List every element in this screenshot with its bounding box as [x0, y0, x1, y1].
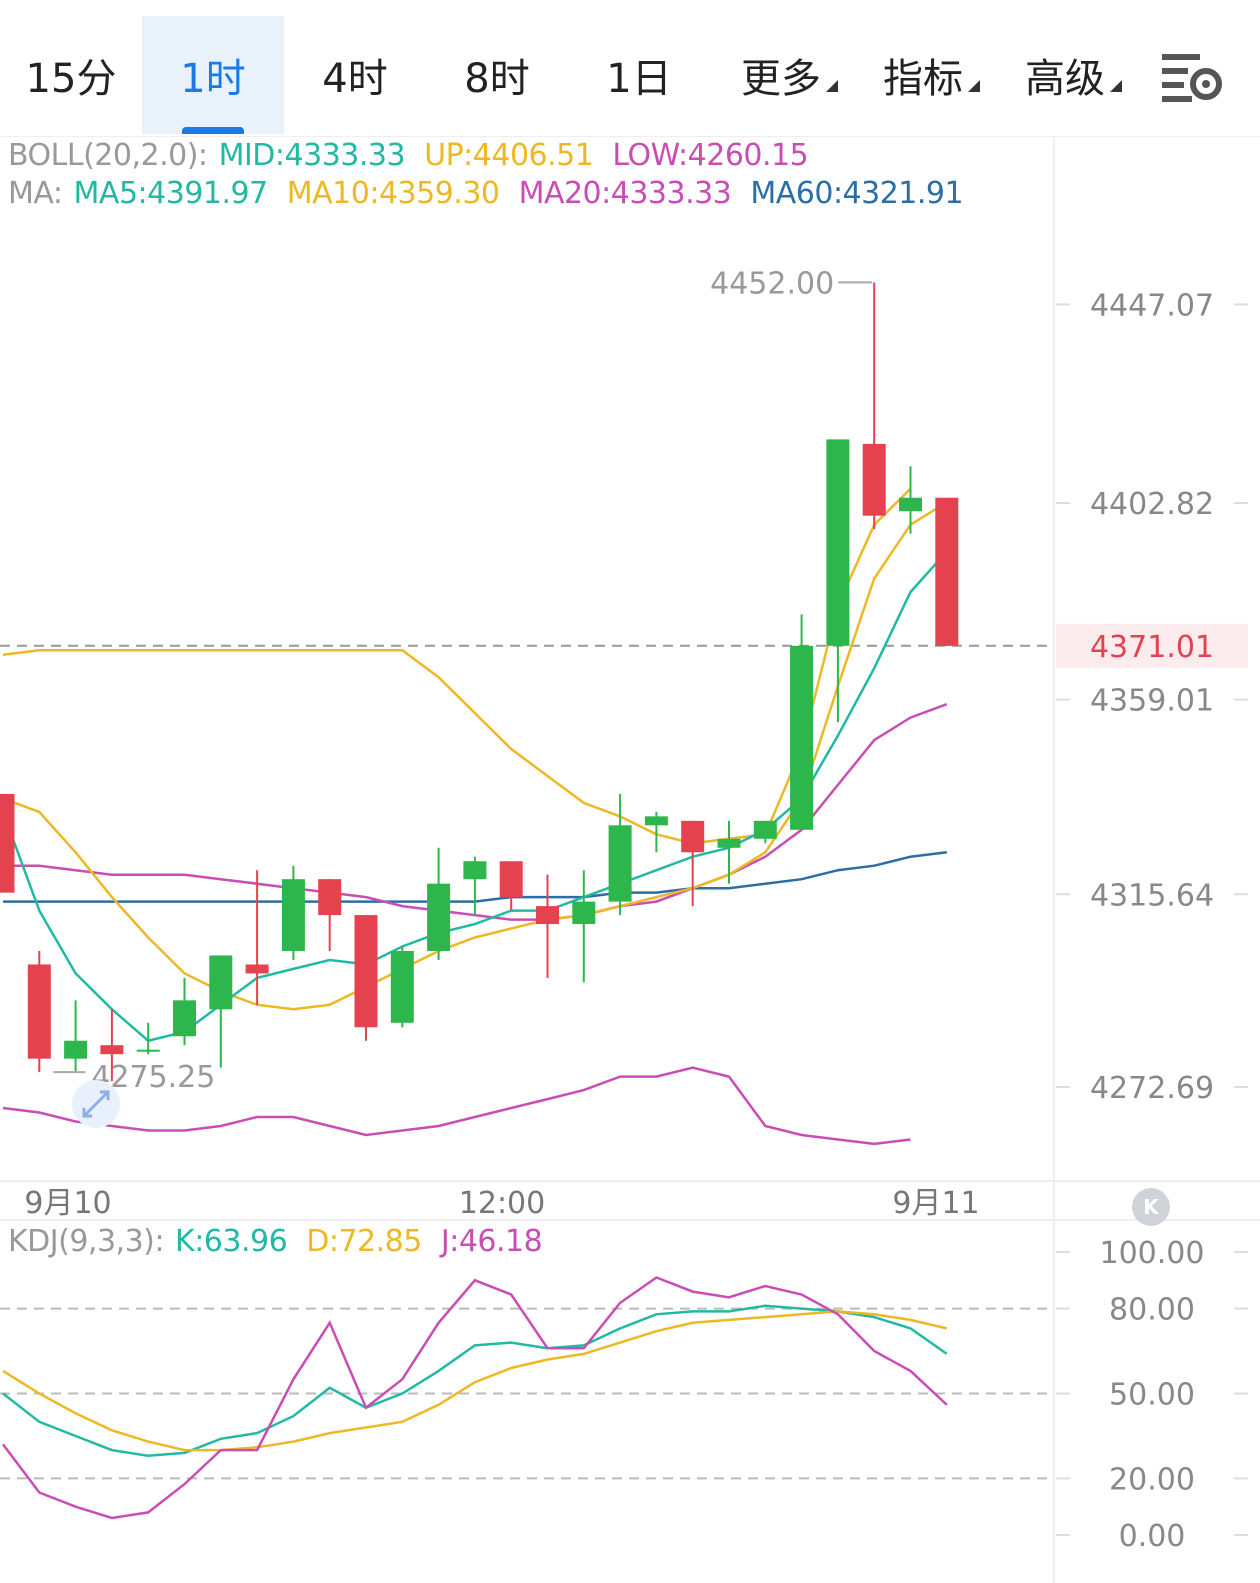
candle-body: [318, 879, 342, 916]
ma-legend-label: MA:: [8, 176, 63, 211]
boll-low-value: LOW:4260.15: [612, 138, 809, 173]
candle-body: [935, 497, 959, 646]
tab-label: 4时: [322, 56, 388, 102]
dropdown-arrow-icon: [826, 80, 838, 92]
candle-body: [136, 1049, 160, 1052]
current-price-label: 4371.01: [1090, 630, 1214, 665]
ma60-value: MA60:4321.91: [750, 176, 964, 211]
ma20-line: [3, 703, 948, 921]
time-axis-label: 9月10: [24, 1186, 111, 1221]
kdj-d-line: [2, 1310, 948, 1452]
candle-body: [390, 950, 414, 1023]
price-chart[interactable]: 4447.07 4402.82 4359.01 4315.64 4272.69 4371.…: [0, 136, 1260, 1583]
tab-2[interactable]: 4时: [284, 16, 426, 134]
expand-arrows-icon: [82, 1090, 110, 1118]
candle-body: [572, 901, 596, 925]
ma-legend: MA: MA5:4391.97 MA10:4359.30 MA20:4333.3…: [8, 176, 973, 211]
chart-settings-icon[interactable]: [1160, 50, 1224, 106]
ma10-line: [2, 501, 948, 1011]
kdj-axis-label: 50.00: [1109, 1378, 1195, 1413]
candle-body: [100, 1045, 124, 1055]
price-axis-label: 4272.69: [1090, 1071, 1214, 1106]
candle-body: [245, 964, 269, 974]
price-axis-label: 4359.01: [1090, 684, 1214, 719]
time-axis-label: 9月11: [892, 1186, 979, 1221]
candle-body: [790, 645, 814, 830]
candle-body: [899, 497, 922, 512]
boll-legend: BOLL(20,2.0): MID:4333.33 UP:4406.51 LOW…: [8, 138, 818, 173]
tab-label: 15分: [25, 56, 117, 102]
ma5-value: MA5:4391.97: [73, 176, 269, 211]
kdj-axis-label: 20.00: [1109, 1462, 1195, 1497]
tab-6[interactable]: 指标: [852, 16, 994, 134]
kdj-j-line: [2, 1276, 948, 1520]
ma5-line: [1, 550, 948, 1043]
time-axis-label: 12:00: [459, 1186, 545, 1221]
current-price-badge: [1056, 623, 1248, 668]
candle-body: [209, 955, 233, 1010]
dropdown-arrow-icon: [1110, 80, 1122, 92]
candle-body: [64, 1040, 88, 1059]
candle-body: [536, 906, 559, 925]
price-axis-label: 4447.07: [1090, 288, 1214, 323]
tab-4[interactable]: 1日: [568, 16, 710, 134]
boll-legend-label: BOLL(20,2.0):: [8, 138, 208, 173]
kdj-axis-label: 0.00: [1119, 1519, 1186, 1554]
candle-body: [862, 443, 886, 516]
tab-label: 8时: [464, 56, 530, 102]
ma10-value: MA10:4359.30: [286, 176, 500, 211]
active-tab-indicator: [182, 127, 244, 134]
boll-upper-line: [2, 487, 912, 845]
kdj-axis-label: 100.00: [1100, 1236, 1205, 1271]
candle-body: [499, 861, 523, 898]
candle-body: [717, 838, 741, 848]
kdj-k-value: K:63.96: [175, 1224, 288, 1259]
dropdown-arrow-icon: [968, 80, 980, 92]
candle-body: [463, 861, 487, 880]
tab-3[interactable]: 8时: [426, 16, 568, 134]
tab-1[interactable]: 1时: [142, 16, 284, 134]
kdj-k-line: [2, 1304, 948, 1458]
candle-body: [281, 879, 305, 951]
candle-body: [644, 816, 668, 826]
kdj-d-value: D:72.85: [306, 1224, 422, 1259]
tab-label: 更多: [741, 56, 821, 102]
boll-up-value: UP:4406.51: [424, 138, 594, 173]
kdj-legend: KDJ(9,3,3): K:63.96 D:72.85 J:46.18: [8, 1224, 552, 1259]
tab-5[interactable]: 更多: [710, 16, 852, 134]
candle-body: [173, 1000, 196, 1037]
high-marker-label: 4452.00: [710, 266, 834, 301]
candle-body: [0, 793, 15, 893]
kdj-j-value: J:46.18: [440, 1224, 543, 1259]
candle-body: [427, 883, 451, 951]
boll-mid-value: MID:4333.33: [218, 138, 406, 173]
tab-0[interactable]: 15分: [0, 16, 142, 134]
candle-body: [608, 825, 632, 902]
tab-label: 指标: [883, 56, 963, 102]
ma20-value: MA20:4333.33: [518, 176, 732, 211]
candle-body: [753, 820, 777, 839]
timeframe-tabs: 15分 1时 4时 8时 1日 更多 指标 高级: [0, 0, 1260, 137]
tab-label: 1日: [606, 56, 672, 102]
scroll-to-latest-icon[interactable]: K: [1132, 1188, 1170, 1226]
price-axis-label: 4315.64: [1090, 878, 1214, 913]
tab-7[interactable]: 高级: [994, 16, 1136, 134]
candle-body: [681, 820, 705, 853]
candle-body: [354, 915, 378, 1028]
kdj-axis-label: 80.00: [1109, 1293, 1195, 1328]
candle-body: [826, 439, 850, 646]
tab-label: 高级: [1025, 56, 1105, 102]
boll-lower-line: [2, 1066, 911, 1146]
candle-body: [27, 964, 51, 1059]
price-axis-label: 4402.82: [1090, 487, 1214, 522]
kdj-legend-label: KDJ(9,3,3):: [8, 1224, 164, 1259]
tab-label: 1时: [180, 56, 246, 102]
